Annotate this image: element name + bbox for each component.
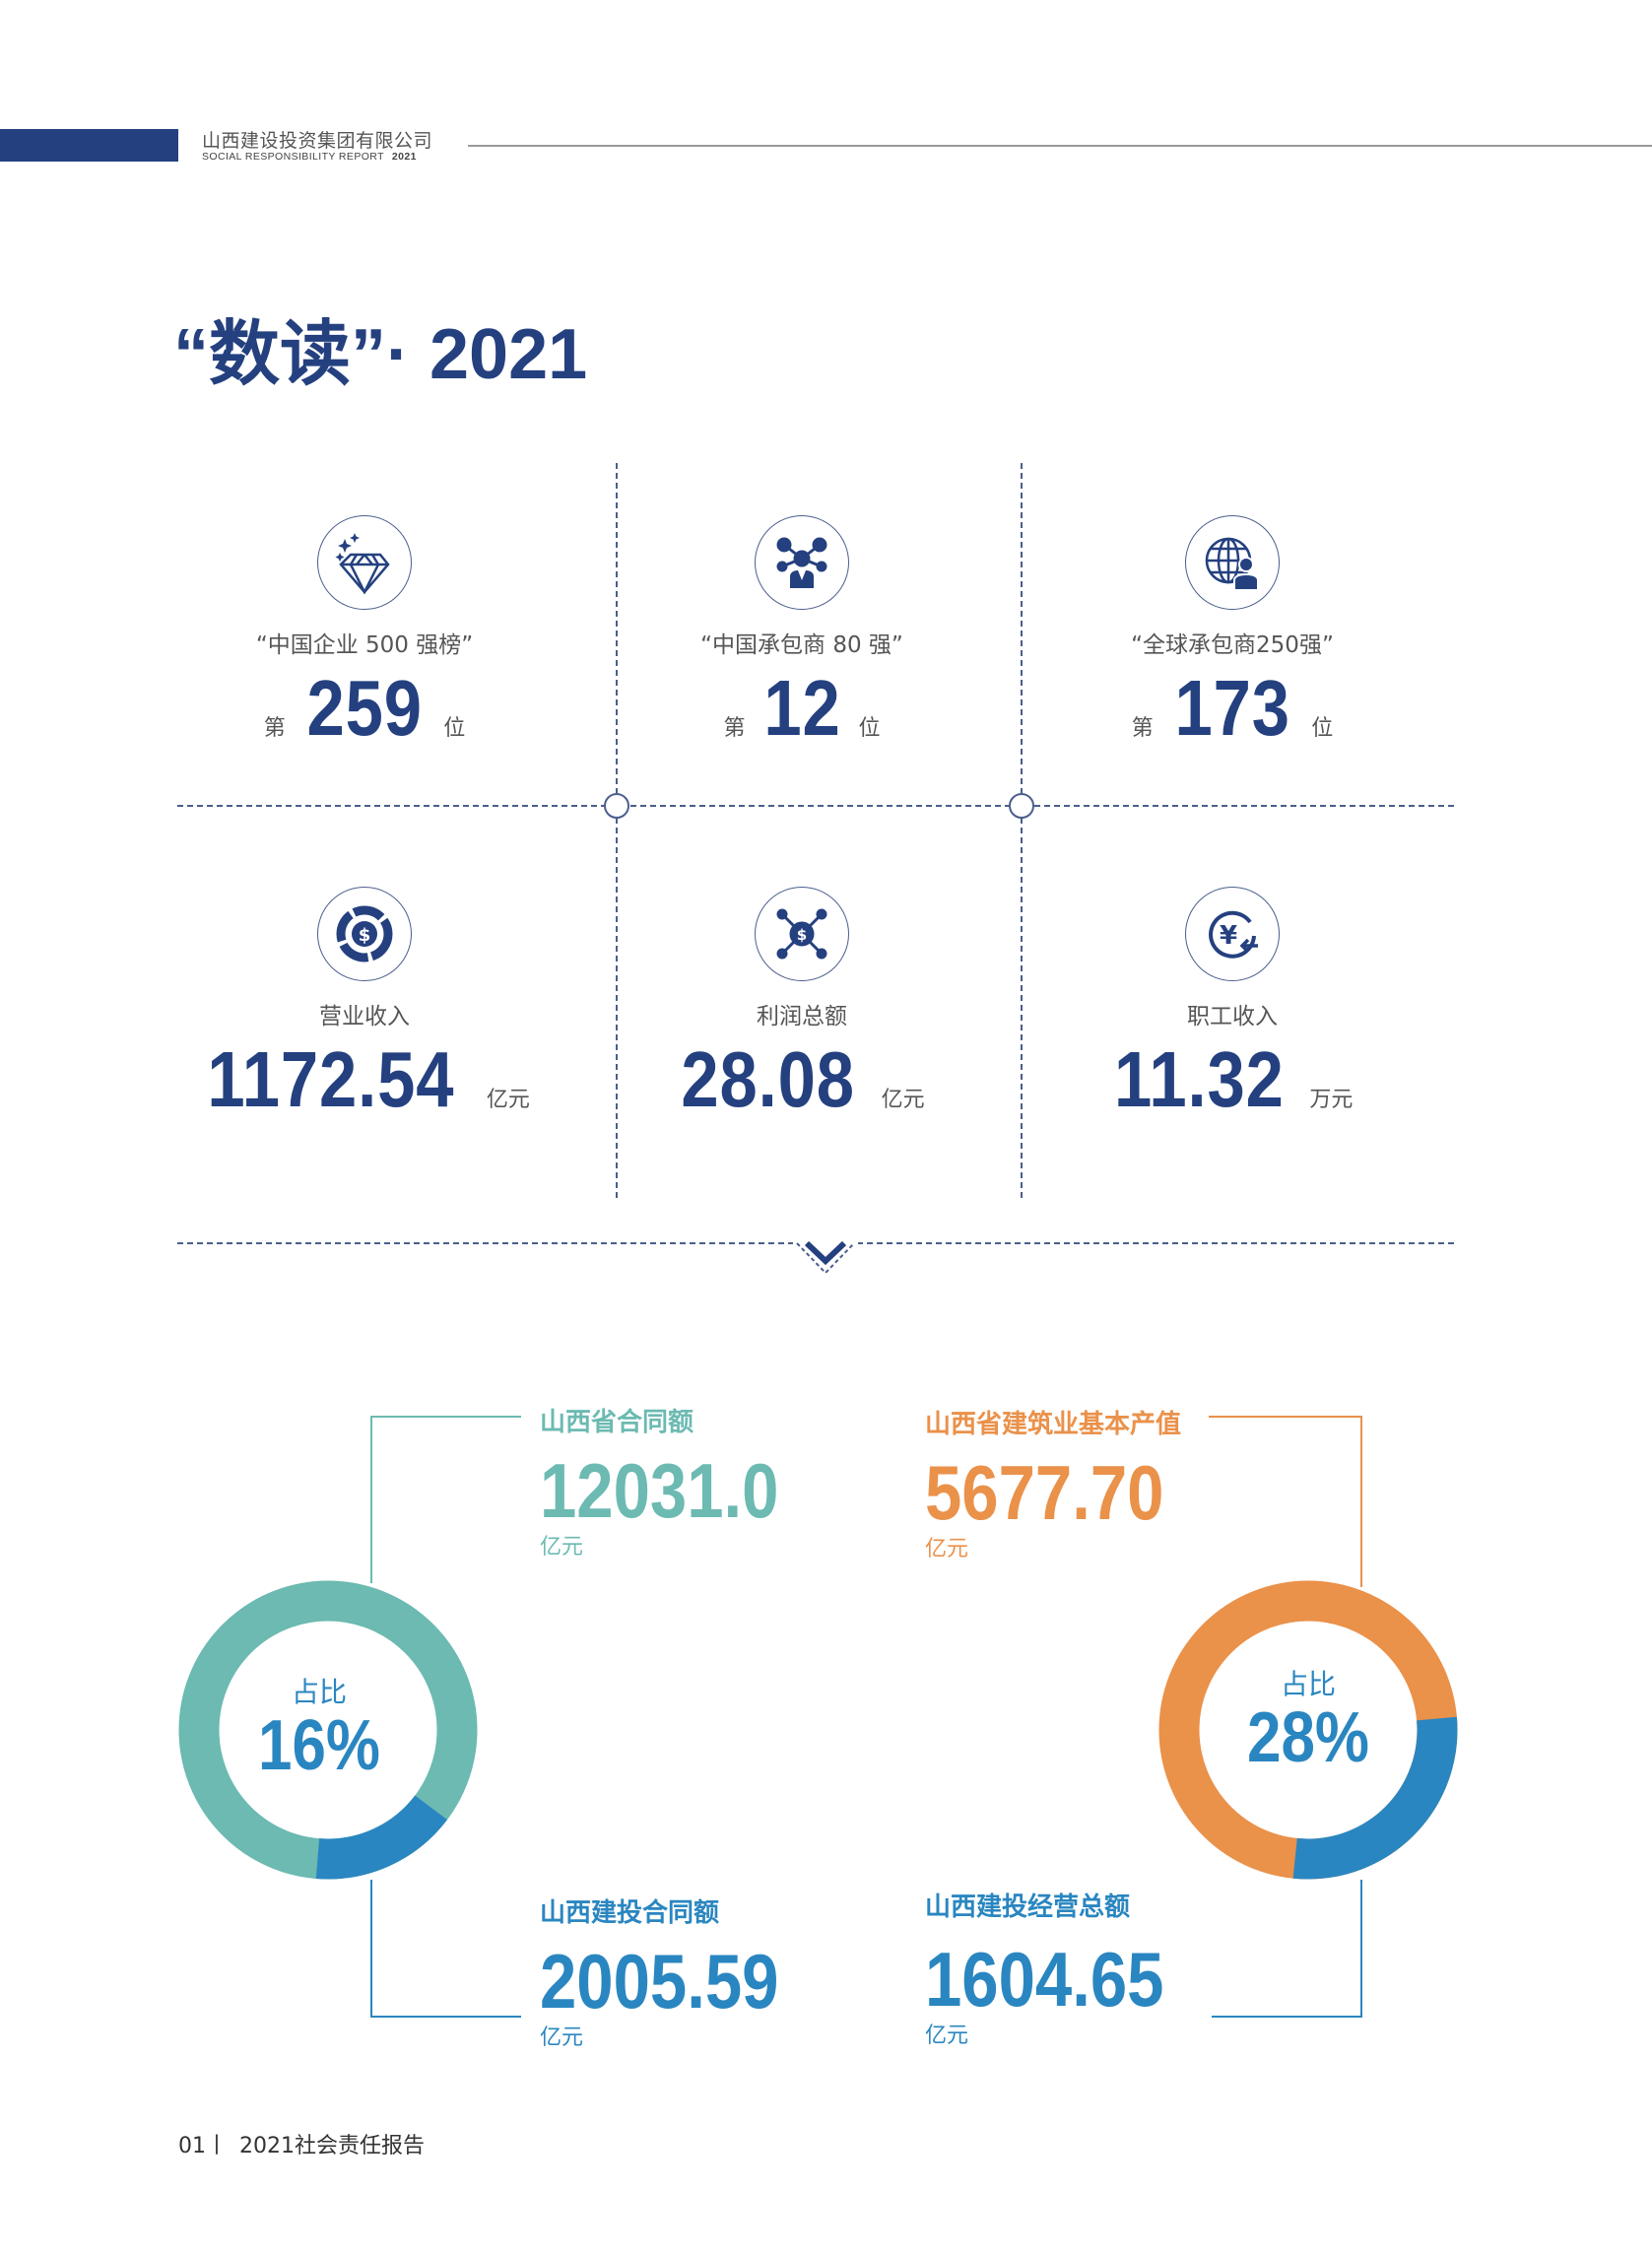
financial-value: 11.32 (1113, 1035, 1285, 1123)
ranking-suffix: 位 (443, 716, 466, 741)
yuan-exchange-icon: ¥ (1185, 887, 1280, 981)
company-contract-block: 山西建投合同额 2005.59 亿元 (540, 1892, 818, 2051)
svg-text:¥: ¥ (1220, 921, 1237, 951)
ranking-prefix: 第 (263, 716, 286, 741)
stat-label: 山西建投经营总额 (925, 1892, 1131, 1922)
stat-unit: 亿元 (925, 1537, 969, 1561)
financial-label: 营业收入 (319, 1004, 410, 1029)
financial-label: 职工收入 (1187, 1004, 1278, 1029)
company-revenue-block: 山西建投经营总额 1604.65 亿元 (925, 1887, 1203, 2049)
donut-chart-output-share (1158, 1580, 1458, 1880)
ranking-label: “全球承包商250强” (1131, 632, 1334, 658)
stat-value: 2005.59 (540, 1938, 779, 2025)
ranking-suffix: 位 (1311, 716, 1334, 741)
header-divider (468, 145, 1652, 147)
footer-separator: 丨 (206, 2134, 229, 2158)
stat-unit: 亿元 (925, 2024, 969, 2048)
stat-label: 山西省合同额 (540, 1408, 694, 1437)
donut-share-segment (178, 1580, 478, 1880)
donut-center-left: 占比 16% (221, 1671, 418, 1781)
ranking-label: “中国承包商 80 强” (700, 632, 903, 658)
ratio-value: 28% (1247, 1698, 1369, 1777)
dollar-network-icon: $ (755, 887, 849, 981)
dollar-pie-icon: $ (317, 887, 412, 981)
ranking-suffix: 位 (858, 716, 881, 741)
stat-value: 5677.70 (925, 1449, 1164, 1536)
network-person-icon (755, 515, 849, 610)
stat-unit: 亿元 (540, 2025, 584, 2050)
stat-value: 1604.65 (925, 1936, 1164, 2023)
ranking-value: 12 (762, 664, 841, 752)
company-name: 山西建设投资集团有限公司 (202, 130, 433, 152)
report-year: 2021 (391, 151, 417, 163)
chevron-down-icon (793, 1239, 858, 1275)
grid-divider (1021, 463, 1023, 1198)
financial-unit: 亿元 (486, 1088, 530, 1112)
ranking-label: “中国企业 500 强榜” (255, 632, 474, 658)
ratio-value: 16% (258, 1706, 380, 1785)
donut-chart-contract-share (178, 1580, 478, 1880)
ranking-value: 259 (306, 664, 423, 752)
svg-text:$: $ (359, 925, 371, 946)
donut-center-right: 占比 28% (1210, 1663, 1407, 1773)
ratio-label: 占比 (291, 1676, 347, 1708)
svg-text:$: $ (797, 926, 807, 944)
financial-label: 利润总额 (757, 1004, 847, 1029)
financial-value: 28.08 (681, 1035, 856, 1123)
stat-label: 山西建投合同额 (540, 1898, 720, 1928)
grid-node (1009, 793, 1034, 819)
ranking-prefix: 第 (1131, 716, 1154, 741)
page-footer: 01丨 2021社会责任报告 (178, 2128, 425, 2159)
globe-person-icon (1185, 515, 1280, 610)
ranking-prefix: 第 (723, 716, 746, 741)
page-title: “数读”· 2021 (173, 315, 588, 394)
province-output-block: 山西省建筑业基本产值 5677.70 亿元 (925, 1404, 1203, 1562)
financial-unit: 亿元 (881, 1088, 925, 1112)
ratio-label: 占比 (1280, 1668, 1336, 1700)
financial-card: $ 利润总额 28.08 亿元 (595, 887, 1009, 1125)
province-contract-block: 山西省合同额 12031.0 亿元 (540, 1402, 818, 1560)
ranking-card: “中国承包商 80 强” 第 12 位 (595, 515, 1009, 754)
grid-divider (616, 463, 618, 1198)
financial-card: ¥ 职工收入 11.32 万元 (1025, 887, 1439, 1125)
ranking-card: “中国企业 500 强榜” 第 259 位 (158, 515, 571, 754)
report-subtitle: SOCIAL RESPONSIBILITY REPORT 2021 (202, 151, 417, 163)
page-number: 01 (178, 2134, 206, 2158)
grid-divider (177, 805, 1454, 807)
stat-value: 12031.0 (540, 1447, 779, 1534)
ranking-card: “全球承包商250强” 第 173 位 (1025, 515, 1439, 754)
donut-share-segment (1158, 1580, 1458, 1880)
diamond-icon (317, 515, 412, 610)
financial-unit: 万元 (1309, 1088, 1354, 1112)
stat-label: 山西省建筑业基本产值 (925, 1410, 1182, 1439)
ranking-value: 173 (1174, 664, 1290, 752)
report-subtitle-text: SOCIAL RESPONSIBILITY REPORT (202, 151, 384, 163)
financial-card: $ 营业收入 1172.54 亿元 (158, 887, 571, 1125)
stat-unit: 亿元 (540, 1535, 584, 1560)
financial-value: 1172.54 (207, 1035, 455, 1123)
footer-title: 2021社会责任报告 (239, 2134, 426, 2158)
header-accent-bar (0, 129, 178, 162)
grid-node (604, 793, 629, 819)
